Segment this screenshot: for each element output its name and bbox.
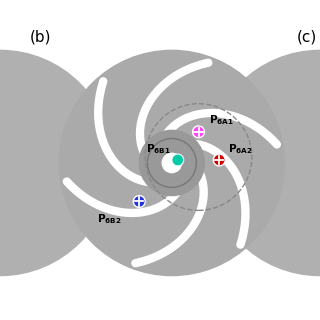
Circle shape	[59, 50, 284, 276]
Circle shape	[0, 50, 113, 276]
Text: $\mathbf{P_{6A1}}$: $\mathbf{P_{6A1}}$	[209, 114, 234, 127]
Circle shape	[213, 154, 225, 166]
Text: $\mathbf{P_{6A2}}$: $\mathbf{P_{6A2}}$	[228, 142, 253, 156]
Text: (c): (c)	[296, 30, 316, 44]
Text: (b): (b)	[30, 30, 51, 44]
Circle shape	[139, 130, 204, 196]
Circle shape	[172, 154, 184, 166]
Circle shape	[193, 126, 204, 138]
Circle shape	[207, 50, 320, 276]
Circle shape	[162, 153, 181, 172]
Text: $\mathbf{P_{6B2}}$: $\mathbf{P_{6B2}}$	[97, 212, 122, 226]
Circle shape	[133, 196, 145, 207]
Text: $\mathbf{P_{6B1}}$: $\mathbf{P_{6B1}}$	[146, 142, 170, 156]
